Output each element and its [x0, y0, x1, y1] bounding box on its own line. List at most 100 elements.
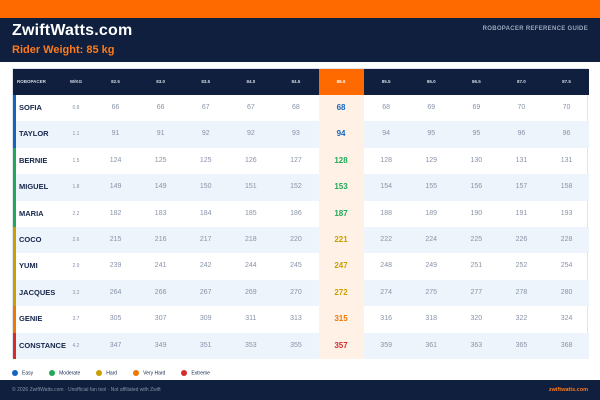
- watts-cell: 353: [245, 341, 257, 349]
- watts-cell: 264: [109, 288, 122, 296]
- watts-cell: 359: [380, 341, 392, 349]
- watts-cell: 316: [380, 315, 392, 323]
- watts-cell: 275: [425, 288, 438, 296]
- watts-cell: 70: [517, 104, 526, 111]
- legend-item: Hard: [96, 369, 118, 376]
- table-row: COCO 2.6 215 216 217 218 220 221 222 224 225 226 228: [13, 227, 589, 254]
- footer-site-link[interactable]: zwiftwatts.com: [548, 387, 588, 393]
- watts-cell: 190: [470, 209, 483, 217]
- watts-cell: 125: [154, 156, 167, 164]
- watts-cell: 125: [199, 156, 212, 164]
- watts-cell: 216: [154, 236, 167, 243]
- watts-cell: 351: [199, 341, 212, 349]
- watts-cell: 66: [111, 104, 120, 111]
- watts-cell: 191: [515, 209, 528, 217]
- watts-cell: 307: [154, 315, 167, 323]
- footer-copyright: © 2026 ZwiftWatts.com · Unofficial fan t…: [12, 387, 161, 393]
- page-header: ZwiftWatts.com Rider Weight: 85 kg ROBOP…: [0, 18, 600, 62]
- watts-cell: 67: [246, 104, 255, 111]
- robopacer-wkg: 0.8: [72, 105, 80, 111]
- watts-cell: 96: [562, 130, 571, 138]
- watts-cell-highlighted: 272: [318, 279, 364, 307]
- robopacer-name: COCO: [19, 235, 42, 244]
- watts-cell: 254: [560, 262, 573, 270]
- watts-cell: 68: [292, 104, 300, 111]
- robopacer-wkg: 2.2: [72, 210, 80, 217]
- watts-cell: 96: [517, 130, 526, 138]
- watts-cell: 361: [425, 341, 438, 349]
- watts-cell: 127: [290, 156, 302, 164]
- robopacer-wkg: 2.9: [72, 263, 80, 270]
- watts-cell: 95: [472, 130, 481, 138]
- watts-cell: 131: [515, 156, 528, 164]
- watts-cell: 95: [427, 130, 436, 138]
- watts-cell: 151: [245, 183, 257, 191]
- legend-label: Very Hard: [143, 369, 166, 376]
- watts-cell: 193: [560, 209, 573, 217]
- watts-cell: 66: [156, 104, 165, 111]
- watts-cell-highlighted: 187: [318, 200, 364, 227]
- table-row: BERNIE 1.5 124 125 125 126 127 128 128 129 130 131 1…: [13, 147, 589, 175]
- watts-cell: 324: [560, 315, 573, 323]
- watts-cell: 215: [109, 236, 122, 243]
- robopacer-wkg: 3.2: [72, 289, 80, 296]
- robopacer-name: YUMI: [19, 261, 38, 271]
- watts-cell: 126: [245, 156, 257, 164]
- watts-cell: 129: [425, 156, 438, 164]
- watts-cell-highlighted: 68: [318, 95, 364, 122]
- watts-cell: 156: [470, 183, 483, 191]
- column-header-weight: 85.0: [318, 69, 364, 95]
- watts-cell: 270: [290, 288, 302, 296]
- watts-cell: 363: [470, 341, 483, 349]
- watts-cell: 91: [111, 130, 120, 138]
- table-row: GENIE 3.7 305 307 309 311 313 315 316 318 320 322 32…: [13, 306, 589, 333]
- column-header-wkg: W/KG: [69, 79, 83, 84]
- watts-cell: 347: [109, 341, 122, 349]
- robopacer-name: JACQUES: [19, 287, 56, 297]
- watts-cell: 220: [290, 236, 302, 243]
- watts-cell: 150: [199, 183, 212, 191]
- watts-cell: 226: [515, 236, 528, 243]
- watts-cell: 158: [560, 183, 573, 191]
- watts-cell: 224: [425, 236, 438, 243]
- column-header-weight: 86.5: [471, 79, 481, 84]
- column-header-weight: 84.0: [246, 79, 256, 84]
- legend-dot-icon: [181, 369, 188, 376]
- watts-cell: 242: [199, 262, 212, 270]
- watts-cell: 218: [245, 236, 257, 243]
- table-row: MARIA 2.2 182 183 184 185 186 187 188 189 190 191 19…: [13, 200, 589, 227]
- legend-item: Very Hard: [133, 369, 166, 376]
- watts-cell: 184: [199, 209, 212, 217]
- legend-label: Moderate: [59, 369, 81, 376]
- watts-cell: 188: [380, 209, 392, 217]
- watts-cell: 149: [154, 183, 167, 191]
- difficulty-stripe: [13, 174, 16, 201]
- watts-cell: 274: [380, 288, 392, 296]
- watts-cell: 266: [154, 288, 167, 296]
- legend-label: Easy: [22, 369, 34, 376]
- legend-label: Hard: [106, 369, 118, 376]
- watts-cell: 318: [425, 315, 438, 323]
- table-row: CONSTANCE 4.2 347 349 351 353 355 357 359 361 363 3…: [13, 332, 589, 359]
- watts-cell: 92: [201, 130, 210, 138]
- watts-cell: 155: [425, 183, 438, 191]
- watts-cell-highlighted: 315: [318, 306, 364, 333]
- table-row: MIGUEL 1.8 149 149 150 151 152 153 154 155 156 157 1…: [13, 174, 589, 201]
- watts-cell: 68: [382, 104, 391, 111]
- site-title[interactable]: ZwiftWatts.com: [12, 22, 133, 39]
- robopacer-wkg: 2.6: [72, 237, 80, 243]
- reference-guide-label: ROBOPACER REFERENCE GUIDE: [482, 26, 588, 32]
- robopacer-table: ROBOPACER W/KG 82.5 83.0 83.5 84.0 84.5 85.0 8…: [12, 68, 589, 359]
- legend-item: Easy: [12, 369, 34, 376]
- robopacer-name: GENIE: [19, 314, 43, 324]
- watts-cell: 67: [201, 104, 210, 111]
- watts-cell: 241: [154, 262, 167, 270]
- watts-cell: 225: [470, 236, 483, 243]
- watts-cell: 305: [109, 315, 122, 323]
- watts-cell-highlighted: 221: [318, 227, 364, 254]
- rider-weight: Rider Weight: 85 kg: [12, 44, 115, 56]
- watts-cell: 70: [562, 104, 571, 111]
- robopacer-name: CONSTANCE: [19, 340, 66, 350]
- watts-cell: 185: [245, 209, 257, 217]
- robopacer-name: MARIA: [19, 208, 44, 218]
